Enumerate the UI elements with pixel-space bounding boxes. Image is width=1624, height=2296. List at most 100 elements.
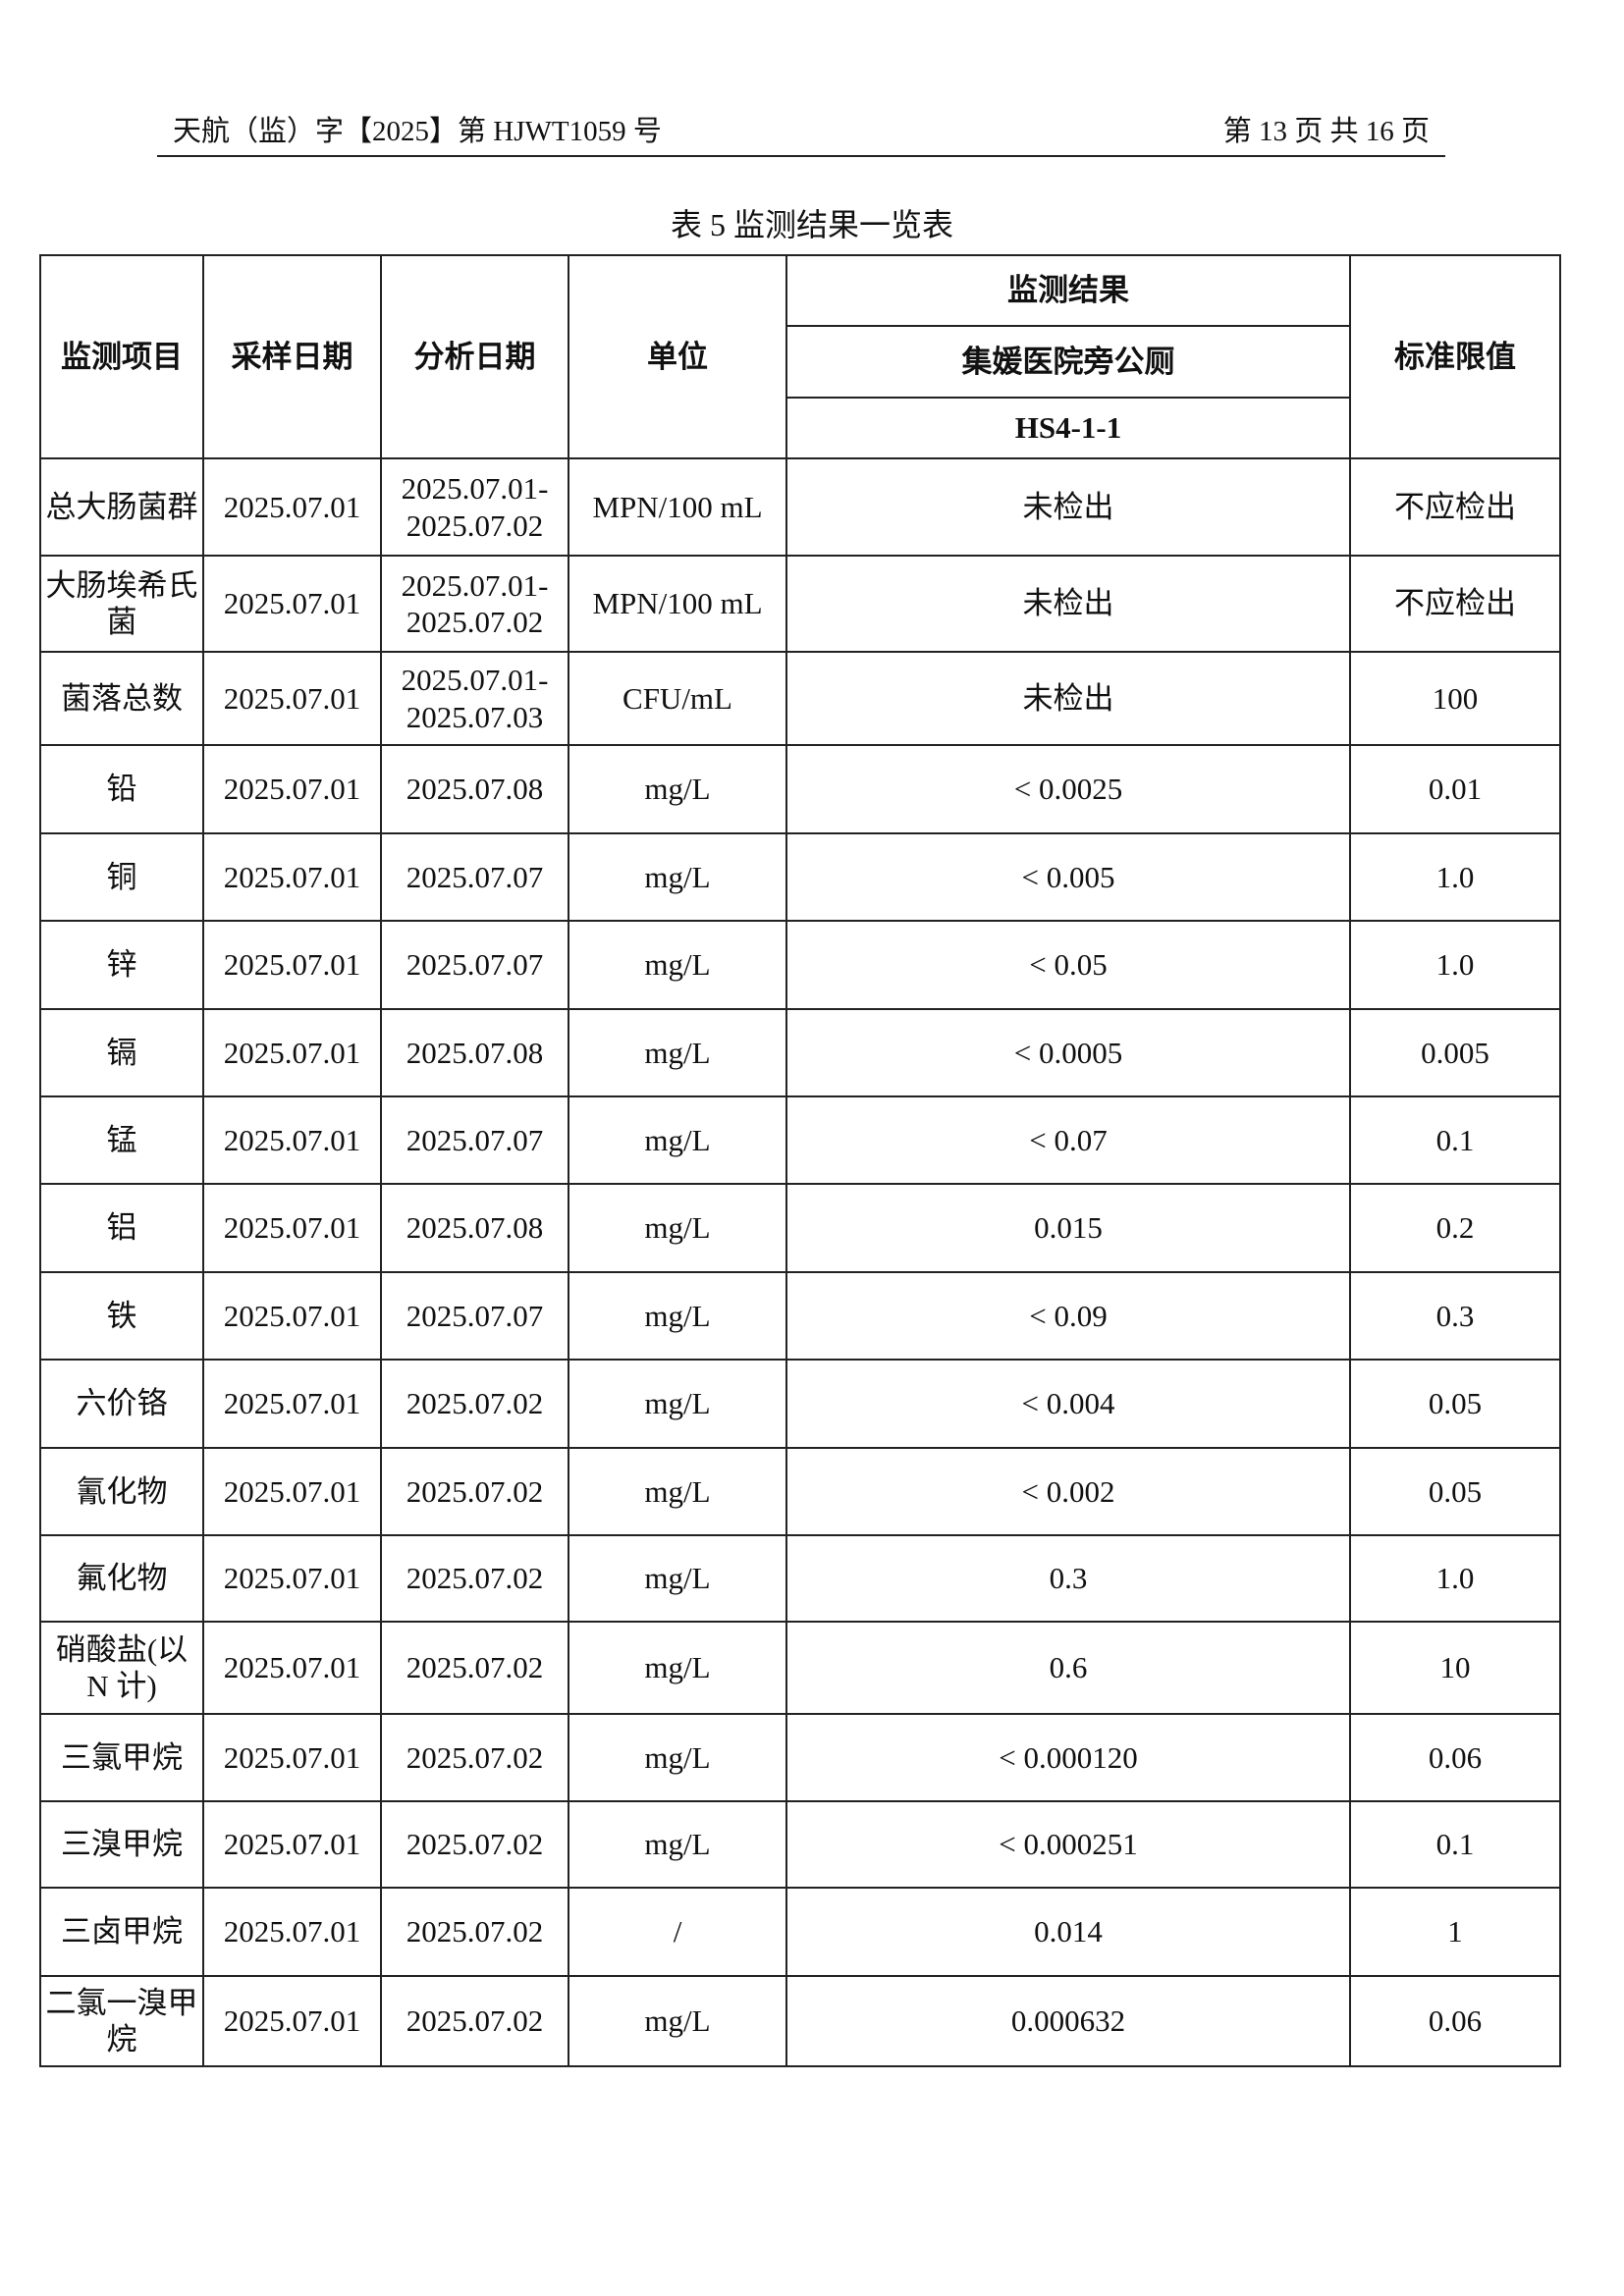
stamp-mark: [1576, 1188, 1615, 1512]
cell-limit: 0.1: [1349, 1095, 1561, 1185]
header-item: 监测项目: [39, 254, 204, 459]
cell-analysis-date: 2025.07.02: [380, 1887, 569, 1977]
cell-sample-date: 2025.07.01: [202, 1887, 382, 1977]
cell-analysis-date: 2025.07.08: [380, 1183, 569, 1273]
cell-sample-date: 2025.07.01: [202, 1359, 382, 1449]
cell-item: 硝酸盐(以 N 计): [39, 1621, 204, 1715]
cell-result: < 0.004: [785, 1359, 1351, 1449]
table-title: 表 5 监测结果一览表: [670, 207, 953, 242]
cell-sample-date: 2025.07.01: [202, 1975, 382, 2067]
table-row: 铁 2025.07.01 2025.07.07 mg/L < 0.09 0.3: [39, 1271, 1561, 1361]
cell-sample-date: 2025.07.01: [202, 1534, 382, 1623]
cell-unit: mg/L: [568, 1008, 787, 1097]
cell-limit: 0.05: [1349, 1447, 1561, 1536]
cell-unit: mg/L: [568, 1359, 787, 1449]
header-sample-date: 采样日期: [202, 254, 382, 459]
cell-limit: 0.01: [1349, 744, 1561, 834]
cell-sample-date: 2025.07.01: [202, 1183, 382, 1273]
cell-limit: 1.0: [1349, 920, 1561, 1010]
cell-item: 铝: [39, 1183, 204, 1273]
cell-analysis-date: 2025.07.02: [380, 1621, 569, 1715]
cell-result: < 0.09: [785, 1271, 1351, 1361]
header-sample-id: HS4-1-1: [785, 397, 1351, 459]
cell-result: 0.3: [785, 1534, 1351, 1623]
table-row: 铜 2025.07.01 2025.07.07 mg/L < 0.005 1.0: [39, 832, 1561, 922]
table-row: 氟化物 2025.07.01 2025.07.02 mg/L 0.3 1.0: [39, 1534, 1561, 1623]
cell-unit: MPN/100 mL: [568, 555, 787, 653]
cell-unit: mg/L: [568, 1095, 787, 1185]
cell-result: 未检出: [785, 651, 1351, 746]
cell-sample-date: 2025.07.01: [202, 1800, 382, 1889]
cell-unit: mg/L: [568, 1534, 787, 1623]
cell-unit: mg/L: [568, 1713, 787, 1802]
cell-limit: 0.06: [1349, 1975, 1561, 2067]
cell-analysis-date: 2025.07.07: [380, 920, 569, 1010]
cell-analysis-date: 2025.07.08: [380, 1008, 569, 1097]
cell-result: < 0.000120: [785, 1713, 1351, 1802]
cell-limit: 10: [1349, 1621, 1561, 1715]
cell-sample-date: 2025.07.01: [202, 744, 382, 834]
cell-item: 锰: [39, 1095, 204, 1185]
cell-sample-date: 2025.07.01: [202, 920, 382, 1010]
cell-item: 菌落总数: [39, 651, 204, 746]
header-limit: 标准限值: [1349, 254, 1561, 459]
cell-limit: 1: [1349, 1887, 1561, 1977]
cell-unit: /: [568, 1887, 787, 1977]
cell-item: 铅: [39, 744, 204, 834]
table-row: 大肠埃希氏菌 2025.07.01 2025.07.01-2025.07.02 MPN…: [39, 555, 1561, 653]
cell-unit: MPN/100 mL: [568, 457, 787, 557]
cell-item: 三卤甲烷: [39, 1887, 204, 1977]
cell-limit: 0.06: [1349, 1713, 1561, 1802]
cell-item: 锌: [39, 920, 204, 1010]
cell-analysis-date: 2025.07.02: [380, 1975, 569, 2067]
table-row: 菌落总数 2025.07.01 2025.07.01-2025.07.03 CFU/m…: [39, 651, 1561, 746]
cell-sample-date: 2025.07.01: [202, 457, 382, 557]
cell-limit: 不应检出: [1349, 555, 1561, 653]
results-table: 监测项目 采样日期 分析日期 单位 监测结果 标准限值 集媛医院旁公厕 HS4-…: [39, 254, 1561, 2067]
cell-item: 三氯甲烷: [39, 1713, 204, 1802]
cell-analysis-date: 2025.07.01-2025.07.02: [380, 555, 569, 653]
cell-sample-date: 2025.07.01: [202, 1095, 382, 1185]
cell-limit: 1.0: [1349, 832, 1561, 922]
cell-result: < 0.0005: [785, 1008, 1351, 1097]
cell-item: 三溴甲烷: [39, 1800, 204, 1889]
cell-sample-date: 2025.07.01: [202, 1713, 382, 1802]
cell-result: 0.6: [785, 1621, 1351, 1715]
header-analysis-date: 分析日期: [380, 254, 569, 459]
page-number: 第 13 页 共 16 页: [1222, 116, 1430, 147]
cell-item: 氟化物: [39, 1534, 204, 1623]
cell-analysis-date: 2025.07.02: [380, 1800, 569, 1889]
cell-sample-date: 2025.07.01: [202, 1621, 382, 1715]
table-row: 铅 2025.07.01 2025.07.08 mg/L < 0.0025 0.01: [39, 744, 1561, 834]
cell-item: 总大肠菌群: [39, 457, 204, 557]
cell-item: 镉: [39, 1008, 204, 1097]
cell-unit: mg/L: [568, 1447, 787, 1536]
header-location: 集媛医院旁公厕: [785, 325, 1351, 399]
cell-analysis-date: 2025.07.01-2025.07.03: [380, 651, 569, 746]
cell-analysis-date: 2025.07.02: [380, 1359, 569, 1449]
cell-result: 未检出: [785, 457, 1351, 557]
cell-limit: 1.0: [1349, 1534, 1561, 1623]
cell-unit: mg/L: [568, 1183, 787, 1273]
table-row: 总大肠菌群 2025.07.01 2025.07.01-2025.07.02 MPN/…: [39, 457, 1561, 557]
cell-item: 铁: [39, 1271, 204, 1361]
cell-item: 铜: [39, 832, 204, 922]
cell-limit: 不应检出: [1349, 457, 1561, 557]
cell-limit: 0.05: [1349, 1359, 1561, 1449]
cell-item: 大肠埃希氏菌: [39, 555, 204, 653]
cell-limit: 0.005: [1349, 1008, 1561, 1097]
cell-sample-date: 2025.07.01: [202, 651, 382, 746]
cell-result: < 0.000251: [785, 1800, 1351, 1889]
cell-unit: mg/L: [568, 1800, 787, 1889]
cell-result: < 0.05: [785, 920, 1351, 1010]
cell-result: 未检出: [785, 555, 1351, 653]
cell-result: < 0.0025: [785, 744, 1351, 834]
header-unit: 单位: [568, 254, 787, 459]
cell-result: < 0.07: [785, 1095, 1351, 1185]
cell-sample-date: 2025.07.01: [202, 555, 382, 653]
cell-result: < 0.002: [785, 1447, 1351, 1536]
cell-analysis-date: 2025.07.02: [380, 1447, 569, 1536]
cell-result: 0.000632: [785, 1975, 1351, 2067]
table-row: 六价铬 2025.07.01 2025.07.02 mg/L < 0.004 0.05: [39, 1359, 1561, 1449]
cell-sample-date: 2025.07.01: [202, 1271, 382, 1361]
